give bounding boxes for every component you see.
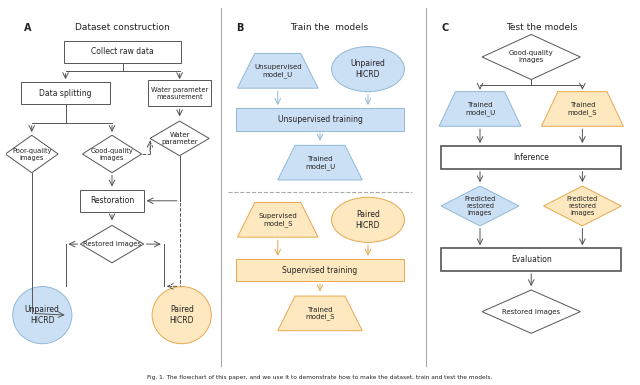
Text: Good-quality
images: Good-quality images [509, 50, 554, 64]
Text: Paired
HICRD: Paired HICRD [356, 210, 380, 229]
Text: Unsupervised
model_U: Unsupervised model_U [254, 64, 301, 78]
Polygon shape [278, 296, 362, 331]
Text: B: B [236, 23, 243, 32]
Bar [441, 248, 621, 271]
Text: Inference: Inference [513, 153, 549, 162]
Polygon shape [543, 186, 621, 226]
Polygon shape [439, 92, 521, 126]
Text: Supervised
model_S: Supervised model_S [259, 213, 297, 227]
Polygon shape [482, 290, 580, 333]
Text: Restored images: Restored images [83, 241, 141, 247]
Text: Water parameter
measurement: Water parameter measurement [151, 87, 208, 100]
Polygon shape [81, 225, 144, 263]
Bar [148, 80, 211, 106]
Text: Predicted
restored
images: Predicted restored images [566, 196, 598, 216]
Text: Predicted
restored
images: Predicted restored images [464, 196, 496, 216]
Text: C: C [442, 23, 449, 32]
Text: Supervised training: Supervised training [282, 266, 358, 275]
Polygon shape [150, 121, 209, 156]
Text: Trained
model_S: Trained model_S [305, 306, 335, 320]
Text: Paired
HICRD: Paired HICRD [170, 305, 194, 325]
Polygon shape [237, 203, 318, 237]
Text: Good-quality
images: Good-quality images [91, 147, 133, 161]
Bar [21, 82, 110, 104]
Text: Trained
model_S: Trained model_S [568, 102, 597, 116]
Text: Evaluation: Evaluation [511, 255, 552, 264]
Text: Dataset construction: Dataset construction [75, 23, 170, 32]
Ellipse shape [152, 286, 211, 344]
Text: Fig. 1. The flowchart of this paper, and we use it to demonstrate how to make th: Fig. 1. The flowchart of this paper, and… [147, 375, 493, 380]
Text: Train the  models: Train the models [291, 23, 369, 32]
Polygon shape [278, 146, 362, 180]
Polygon shape [441, 186, 519, 226]
Bar [441, 146, 621, 169]
Bar [236, 108, 404, 131]
Polygon shape [83, 135, 141, 173]
Text: Restoration: Restoration [90, 196, 134, 205]
Polygon shape [541, 92, 623, 126]
Text: Trained
model_U: Trained model_U [305, 156, 335, 169]
Text: A: A [24, 23, 31, 32]
Text: Poor-quality
images: Poor-quality images [12, 147, 51, 161]
Bar [81, 190, 144, 212]
Bar [236, 259, 404, 281]
Text: Water
parameter: Water parameter [161, 132, 198, 145]
Bar [65, 40, 180, 63]
Ellipse shape [13, 286, 72, 344]
Text: Test the models: Test the models [506, 23, 577, 32]
Polygon shape [5, 135, 58, 173]
Text: Unsupervised training: Unsupervised training [278, 115, 362, 124]
Text: Unpaired
HICRD: Unpaired HICRD [25, 305, 60, 325]
Text: Unpaired
HICRD: Unpaired HICRD [351, 59, 385, 79]
Text: Collect raw data: Collect raw data [91, 47, 154, 56]
Text: Data splitting: Data splitting [39, 89, 92, 98]
Text: Trained
model_U: Trained model_U [465, 102, 495, 116]
Ellipse shape [332, 47, 404, 92]
Text: Restored images: Restored images [502, 309, 560, 315]
Polygon shape [237, 54, 318, 88]
Polygon shape [482, 34, 580, 80]
Ellipse shape [332, 198, 404, 243]
